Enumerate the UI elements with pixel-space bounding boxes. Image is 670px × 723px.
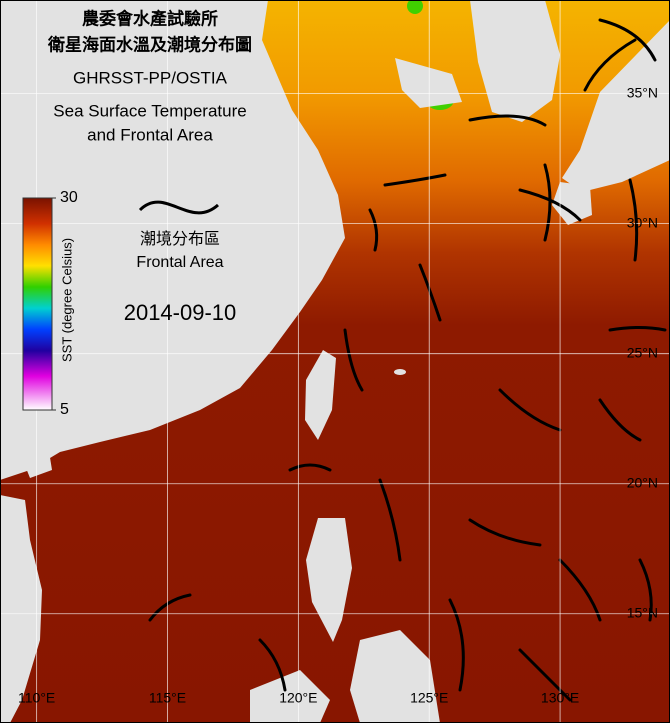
lat-label: 30°N bbox=[627, 214, 658, 230]
legend-label: 潮境分布區 bbox=[140, 229, 220, 248]
date: 2014-09-10 bbox=[124, 300, 237, 325]
lat-label: 25°N bbox=[627, 344, 658, 360]
subtitle-zh: 衛星海面水溫及潮境分布圖 bbox=[47, 34, 252, 54]
title-zh: 農委會水產試驗所 bbox=[82, 8, 218, 28]
lon-label: 130°E bbox=[541, 690, 579, 706]
warm-patch bbox=[407, 0, 423, 14]
lat-label: 15°N bbox=[627, 604, 658, 620]
lon-label: 120°E bbox=[279, 690, 317, 706]
lon-label: 110°E bbox=[18, 690, 55, 706]
title-en: Sea Surface Temperature bbox=[53, 101, 246, 120]
lon-label: 125°E bbox=[410, 690, 448, 706]
lat-label: 20°N bbox=[627, 474, 658, 490]
title-en: GHRSST-PP/OSTIA bbox=[73, 68, 228, 87]
colorbar-tick-label: 30 bbox=[60, 189, 78, 206]
legend-symbol bbox=[138, 200, 219, 215]
lat-label: 35°N bbox=[627, 84, 658, 100]
colorbar-tick-label: 5 bbox=[60, 401, 69, 418]
legend-label: Frontal Area bbox=[136, 254, 223, 271]
lon-label: 115°E bbox=[149, 690, 186, 706]
title-en: and Frontal Area bbox=[87, 125, 213, 144]
colorbar-label: SST (degree Celsius) bbox=[59, 238, 74, 362]
fronts bbox=[148, 18, 667, 702]
colorbar-ticks: 5 30 bbox=[52, 189, 78, 418]
header: 農委會水產試驗所 衛星海面水溫及潮境分布圖 GHRSST-PP/OSTIA Se… bbox=[47, 8, 252, 144]
colorbar bbox=[22, 197, 53, 411]
